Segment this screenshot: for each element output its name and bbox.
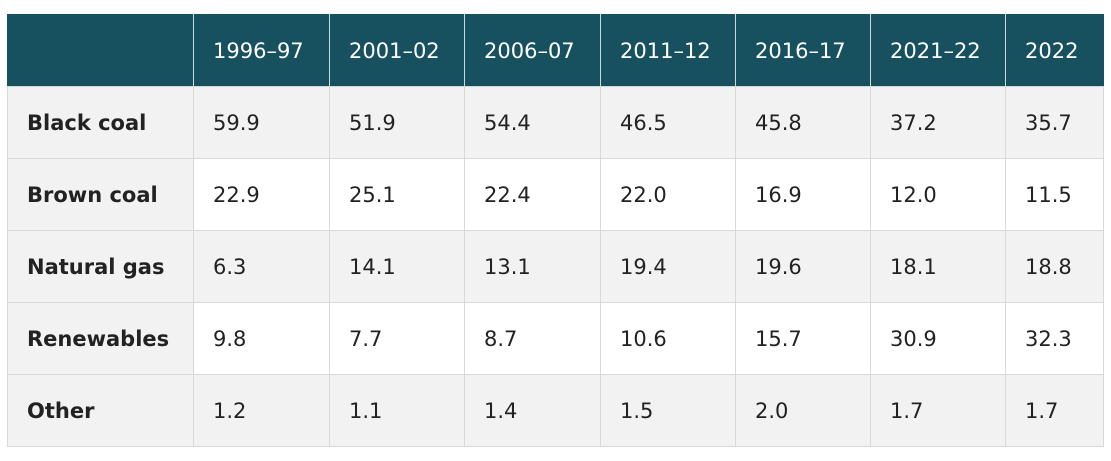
electricity-generation-table: 1996–97 2001–02 2006–07 2011–12 2016–17 … xyxy=(7,14,1104,447)
table-row: Black coal 59.9 51.9 54.4 46.5 45.8 37.2… xyxy=(7,86,1104,159)
row-label: Natural gas xyxy=(7,230,194,303)
row-label: Renewables xyxy=(7,302,194,375)
table-cell: 11.5 xyxy=(1005,158,1104,231)
table-cell: 1.2 xyxy=(193,374,330,447)
table-cell: 9.8 xyxy=(193,302,330,375)
table-cell: 1.7 xyxy=(1005,374,1104,447)
table-cell: 15.7 xyxy=(735,302,871,375)
table-cell: 18.8 xyxy=(1005,230,1104,303)
column-header: 2022 xyxy=(1005,14,1104,87)
table-cell: 18.1 xyxy=(870,230,1006,303)
table-cell: 51.9 xyxy=(329,86,465,159)
table-cell: 46.5 xyxy=(600,86,736,159)
table-cell: 14.1 xyxy=(329,230,465,303)
column-header: 2016–17 xyxy=(735,14,871,87)
table-cell: 1.4 xyxy=(464,374,601,447)
table-cell: 25.1 xyxy=(329,158,465,231)
table-cell: 37.2 xyxy=(870,86,1006,159)
table-row: Natural gas 6.3 14.1 13.1 19.4 19.6 18.1… xyxy=(7,230,1104,303)
table-cell: 10.6 xyxy=(600,302,736,375)
table-row: Brown coal 22.9 25.1 22.4 22.0 16.9 12.0… xyxy=(7,158,1104,231)
table-cell: 6.3 xyxy=(193,230,330,303)
table-cell: 1.1 xyxy=(329,374,465,447)
table-cell: 59.9 xyxy=(193,86,330,159)
header-corner-cell xyxy=(7,14,194,87)
table-cell: 19.6 xyxy=(735,230,871,303)
column-header: 2011–12 xyxy=(600,14,736,87)
row-label: Brown coal xyxy=(7,158,194,231)
table-cell: 22.4 xyxy=(464,158,601,231)
table-cell: 7.7 xyxy=(329,302,465,375)
table-cell: 22.9 xyxy=(193,158,330,231)
table-cell: 12.0 xyxy=(870,158,1006,231)
table-cell: 2.0 xyxy=(735,374,871,447)
table-cell: 45.8 xyxy=(735,86,871,159)
table-cell: 54.4 xyxy=(464,86,601,159)
table-body: Black coal 59.9 51.9 54.4 46.5 45.8 37.2… xyxy=(7,86,1104,447)
header-row: 1996–97 2001–02 2006–07 2011–12 2016–17 … xyxy=(7,14,1104,87)
table-cell: 13.1 xyxy=(464,230,601,303)
table-cell: 16.9 xyxy=(735,158,871,231)
table-cell: 1.5 xyxy=(600,374,736,447)
column-header: 2021–22 xyxy=(870,14,1006,87)
row-label: Other xyxy=(7,374,194,447)
column-header: 2001–02 xyxy=(329,14,465,87)
column-header: 1996–97 xyxy=(193,14,330,87)
table-header: 1996–97 2001–02 2006–07 2011–12 2016–17 … xyxy=(7,14,1104,87)
table-cell: 35.7 xyxy=(1005,86,1104,159)
table-row: Renewables 9.8 7.7 8.7 10.6 15.7 30.9 32… xyxy=(7,302,1104,375)
table-cell: 22.0 xyxy=(600,158,736,231)
column-header: 2006–07 xyxy=(464,14,601,87)
table-container: 1996–97 2001–02 2006–07 2011–12 2016–17 … xyxy=(7,14,1104,447)
table-row: Other 1.2 1.1 1.4 1.5 2.0 1.7 1.7 xyxy=(7,374,1104,447)
row-label: Black coal xyxy=(7,86,194,159)
table-cell: 32.3 xyxy=(1005,302,1104,375)
table-cell: 19.4 xyxy=(600,230,736,303)
table-cell: 30.9 xyxy=(870,302,1006,375)
table-cell: 1.7 xyxy=(870,374,1006,447)
table-cell: 8.7 xyxy=(464,302,601,375)
